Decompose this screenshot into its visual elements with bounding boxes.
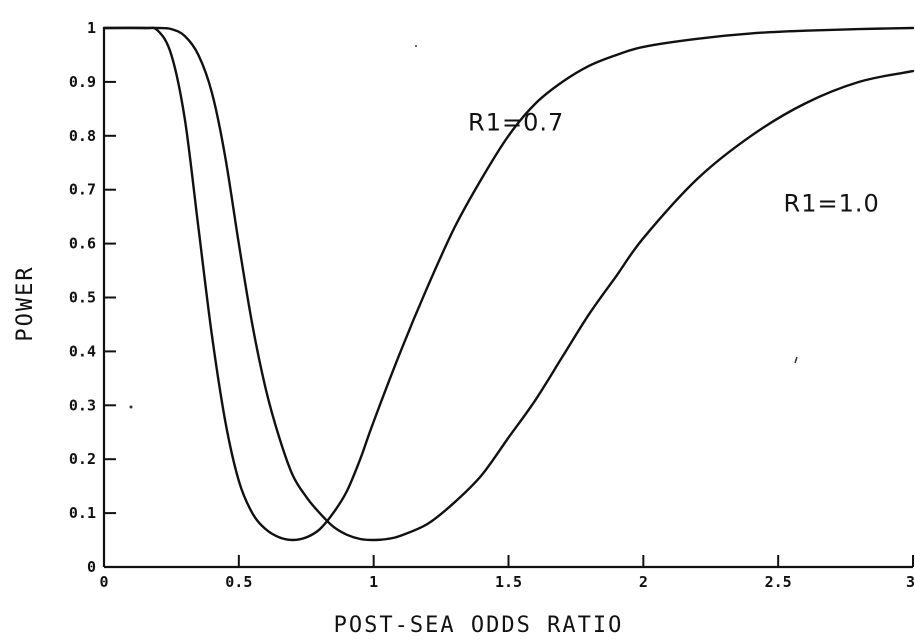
annotations: R1=0.7 R1=1.0: [468, 108, 880, 217]
y-tick-label: 0.1: [69, 504, 96, 522]
x-tick-label: 1: [369, 573, 378, 591]
x-axis-title: POST-SEA ODDS RATIO: [334, 613, 624, 638]
scan-specks: [129, 45, 798, 409]
curve-annotation: R1=1.0: [784, 189, 880, 217]
series-line-r1-0-7: [102, 26, 915, 542]
x-ticks: 0 0.5 1 1.5 2 2.5 3: [99, 555, 915, 591]
x-tick-label: 0.5: [225, 573, 252, 591]
x-tick-label: 3: [906, 573, 915, 591]
y-tick-label: 0.3: [69, 396, 96, 414]
y-tick-label: 1: [87, 19, 96, 37]
y-tick-label: 0.5: [69, 289, 96, 307]
x-tick-label: 0: [99, 573, 108, 591]
y-tick-label: 0.6: [69, 235, 96, 253]
x-tick-label: 2.5: [765, 573, 792, 591]
y-ticks: 0 0.1 0.2 0.3 0.4 0.5 0.6 0.7 0.8 0.9 1: [69, 19, 116, 576]
series-curves: [102, 26, 915, 542]
series-line-r1-1-0: [102, 26, 915, 542]
curve-annotation: R1=0.7: [468, 108, 564, 136]
y-tick-label: 0.9: [69, 73, 96, 91]
y-tick-label: 0.8: [69, 127, 96, 145]
y-tick-label: 0.7: [69, 181, 96, 199]
y-axis-title: POWER: [13, 265, 38, 341]
scan-speck: [415, 45, 417, 47]
scan-speck: [129, 405, 133, 409]
y-tick-label: 0.4: [69, 342, 96, 360]
y-tick-label: 0.2: [69, 450, 96, 468]
x-tick-label: 2: [639, 573, 648, 591]
x-tick-label: 1.5: [495, 573, 522, 591]
y-tick-label: 0: [87, 558, 96, 576]
scan-speck: [794, 356, 798, 364]
